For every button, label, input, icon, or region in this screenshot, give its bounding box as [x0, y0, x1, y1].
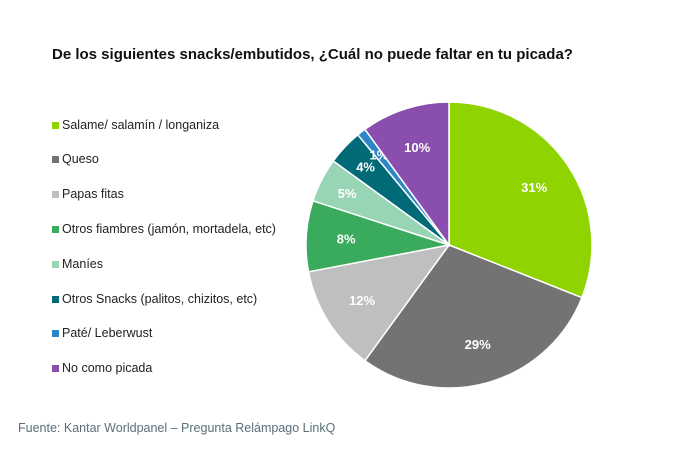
- slice-data-label: 5%: [338, 186, 357, 201]
- legend-swatch: [52, 226, 59, 233]
- legend-label: Paté/ Leberwust: [62, 326, 153, 340]
- legend-item: Paté/ Leberwust: [52, 326, 292, 341]
- legend-label: No como picada: [62, 361, 153, 375]
- legend-swatch: [52, 365, 59, 372]
- slice-data-label: 8%: [337, 232, 356, 247]
- legend-label: Otros Snacks (palitos, chizitos, etc): [62, 292, 258, 306]
- legend-label: Salame/ salamín / longaniza: [62, 118, 220, 132]
- pie-slice: [363, 244, 583, 389]
- legend-swatch: [52, 191, 59, 198]
- legend-swatch: [52, 122, 59, 129]
- slice-data-label: 12%: [349, 293, 375, 308]
- legend-swatch: [52, 330, 59, 337]
- pie-slice: [363, 101, 450, 248]
- legend-item: Salame/ salamín / longaniza: [52, 118, 292, 133]
- legend-label: Queso: [62, 152, 99, 166]
- legend-label: Papas fitas: [62, 187, 124, 201]
- pie-slice: [448, 101, 593, 299]
- chart-title: De los siguientes snacks/embutidos, ¿Cuá…: [52, 46, 573, 63]
- legend-label: Maníes: [62, 257, 103, 271]
- legend-item: Maníes: [52, 257, 292, 272]
- legend-label: Otros fiambres (jamón, mortadela, etc): [62, 222, 276, 236]
- slice-data-label: 31%: [521, 180, 547, 195]
- legend-swatch: [52, 296, 59, 303]
- legend-item: Otros fiambres (jamón, mortadela, etc): [52, 222, 292, 237]
- legend-item: Papas fitas: [52, 187, 292, 202]
- legend-item: Otros Snacks (palitos, chizitos, etc): [52, 292, 292, 307]
- legend-swatch: [52, 261, 59, 268]
- legend-item: Queso: [52, 152, 292, 167]
- legend-item: No como picada: [52, 361, 292, 376]
- legend-swatch: [52, 156, 59, 163]
- source-note: Fuente: Kantar Worldpanel – Pregunta Rel…: [18, 421, 336, 435]
- slice-data-label: 10%: [404, 140, 430, 155]
- pie-slice: [307, 243, 451, 362]
- slice-data-label: 4%: [356, 160, 375, 175]
- slice-data-label: 29%: [465, 337, 491, 352]
